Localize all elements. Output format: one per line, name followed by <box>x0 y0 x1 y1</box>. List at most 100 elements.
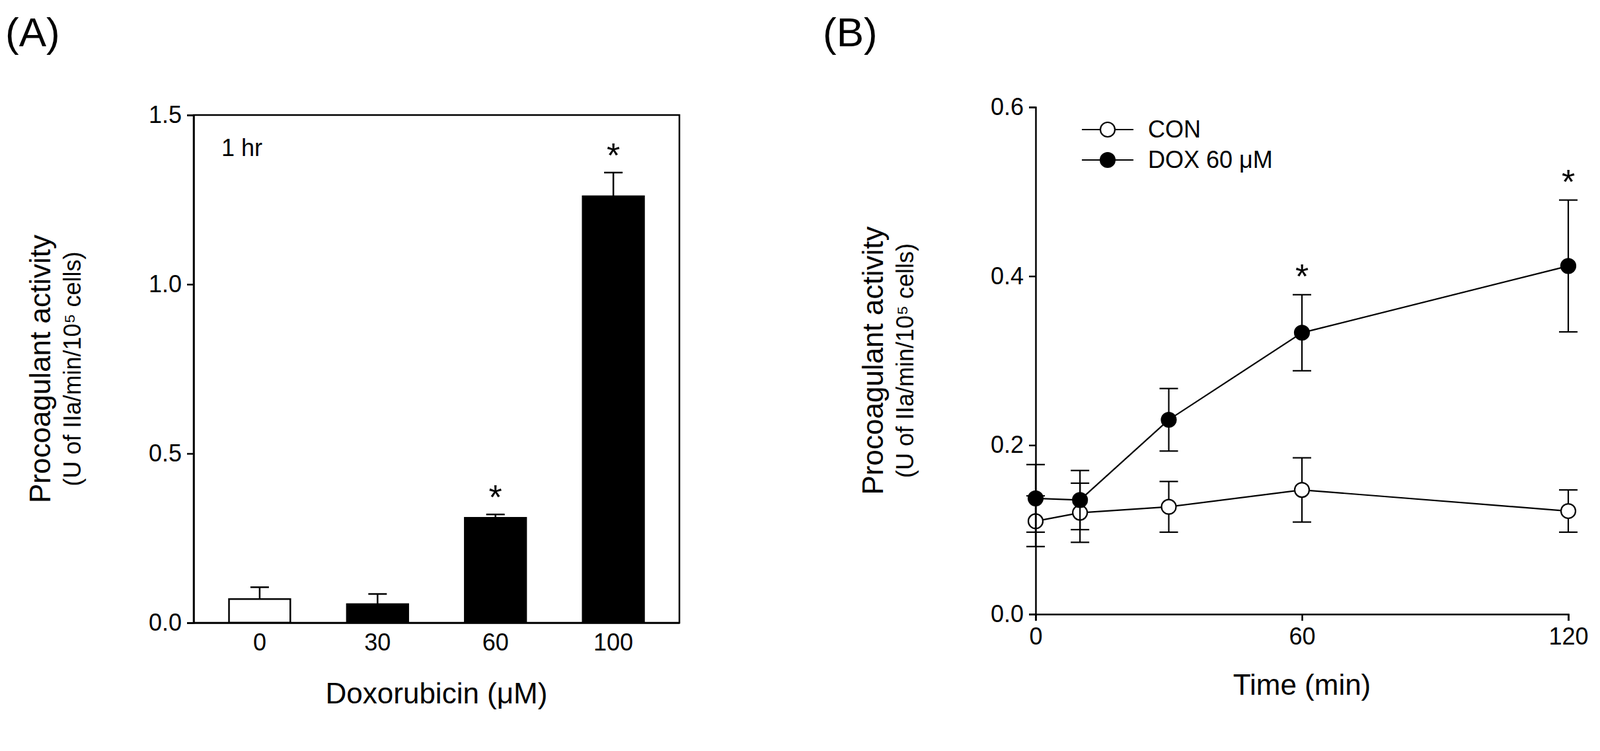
series <box>1026 200 1578 533</box>
legend-marker <box>1100 152 1115 168</box>
marker <box>1161 499 1177 515</box>
y-tick-label: 0.6 <box>990 93 1024 121</box>
figure: 0.00.51.01.503060100**1 hr(A)Doxorubicin… <box>0 0 1600 751</box>
error-bar-cap <box>1070 541 1090 543</box>
bar <box>582 196 645 623</box>
x-tick-label: 60 <box>482 628 509 656</box>
error-bar-cap <box>1070 469 1090 472</box>
legend-marker <box>1100 122 1115 137</box>
x-tick: 100 <box>593 622 634 656</box>
y-tick-label: 0.5 <box>148 439 182 467</box>
x-tick-label: 30 <box>364 628 391 656</box>
legend-item: CON <box>1081 115 1201 143</box>
bar <box>346 604 409 623</box>
y-tick-label: 0.2 <box>990 430 1024 458</box>
plot-frame <box>193 114 680 623</box>
error-bar <box>1292 294 1312 371</box>
x-tick-label: 120 <box>1548 622 1589 650</box>
error-bar-cap <box>1292 370 1312 372</box>
y-tick-mark <box>187 452 194 455</box>
y-tick: 0.6 <box>990 93 1036 121</box>
error-bar-cap <box>250 586 269 589</box>
y-axis-title: (U of IIa/min/10⁵ cells) <box>891 243 919 478</box>
error-bar-cap <box>1559 489 1578 491</box>
y-tick: 0.5 <box>148 439 194 467</box>
error-bar-cap <box>1159 531 1179 533</box>
error-bar-stem <box>259 586 262 599</box>
bar <box>464 517 527 623</box>
y-tick-mark <box>1028 275 1036 278</box>
x-tick-label: 0 <box>1028 622 1043 650</box>
legend: CON DOX 60 μM <box>1081 115 1273 174</box>
legend-label: DOX 60 μM <box>1147 146 1273 174</box>
y-axis-line <box>187 115 195 624</box>
y-tick-mark <box>1028 444 1036 447</box>
x-tick: 120 <box>1548 613 1589 650</box>
panel-label: (B) <box>822 9 878 55</box>
x-tick: 60 <box>1288 613 1316 650</box>
error-bar <box>1559 200 1578 332</box>
x-tick-mark <box>1567 613 1570 621</box>
y-axis-title: (U of IIa/min/10⁵ cells) <box>58 251 86 486</box>
x-tick-mark <box>1301 613 1304 621</box>
significance-mark: * <box>606 136 620 175</box>
x-tick-label: 100 <box>593 628 634 656</box>
error-bar-cap <box>1292 521 1312 523</box>
legend-item: DOX 60 μM <box>1081 146 1273 174</box>
y-tick-label: 0.0 <box>148 608 182 636</box>
error-bar-cap <box>1159 480 1179 482</box>
x-axis: 0 30 60 100 <box>194 622 681 656</box>
panel-label: (A) <box>5 9 61 55</box>
y-axis: 0.0 0.5 1.0 1.5 <box>148 101 195 636</box>
y-tick: 1.5 <box>148 101 194 129</box>
x-tick-mark <box>1034 613 1037 621</box>
x-tick: 0 <box>253 622 267 656</box>
bars <box>229 172 645 623</box>
x-tick: 30 <box>364 622 391 656</box>
error-bar <box>1292 457 1312 523</box>
error-bar-cap <box>1292 456 1312 458</box>
y-tick-label: 0.0 <box>990 600 1024 628</box>
series-line <box>1035 265 1569 500</box>
error-bar <box>1159 481 1179 533</box>
error-bar-cap <box>1559 331 1578 333</box>
y-tick: 0.0 <box>148 608 194 636</box>
y-tick: 0.4 <box>990 262 1036 290</box>
x-tick-label: 0 <box>253 628 267 656</box>
error-bar-cap <box>1159 450 1179 452</box>
error-bar-cap <box>368 592 387 595</box>
x-axis-title: Time (min) <box>1233 668 1372 701</box>
y-tick-label: 0.4 <box>990 262 1024 290</box>
significance-mark: * <box>1295 257 1309 296</box>
y-tick-label: 1.5 <box>148 101 182 129</box>
x-axis: 0 60 120 <box>1028 613 1589 650</box>
y-axis-line <box>1028 107 1037 615</box>
plot-marks <box>1026 200 1578 547</box>
bar <box>229 598 291 623</box>
y-axis-title: Procoagulant activity <box>23 234 57 503</box>
marker <box>1561 258 1576 273</box>
error-bar <box>368 593 387 604</box>
panel-b: * * 0.0 0.2 0.4 0.6 0 60 120 CON DOX 60 μM (B) Time … <box>822 9 1589 701</box>
error-bar <box>250 586 269 599</box>
y-tick-label: 1.0 <box>148 270 182 298</box>
significance-mark: * <box>1561 162 1575 201</box>
error-bar-stem <box>376 593 379 604</box>
annotation: 1 hr <box>221 134 263 162</box>
error-bar <box>1559 489 1578 533</box>
error-bar-cap <box>1070 528 1090 531</box>
series <box>1026 457 1578 547</box>
error-bar <box>1070 470 1090 530</box>
y-tick: 1.0 <box>148 270 194 298</box>
significance-mark: * <box>489 477 503 517</box>
marker <box>1294 482 1310 497</box>
y-axis-title: Procoagulant activity <box>856 226 889 496</box>
y-tick-mark <box>187 621 194 624</box>
marker <box>1294 325 1310 340</box>
y-tick-mark <box>187 283 194 286</box>
marker <box>1072 492 1088 507</box>
marker <box>1561 503 1576 519</box>
y-tick: 0.2 <box>990 430 1036 458</box>
panel-a: 0.00.51.01.503060100**1 hr(A)Doxorubicin… <box>5 9 681 710</box>
marker <box>1161 412 1177 427</box>
